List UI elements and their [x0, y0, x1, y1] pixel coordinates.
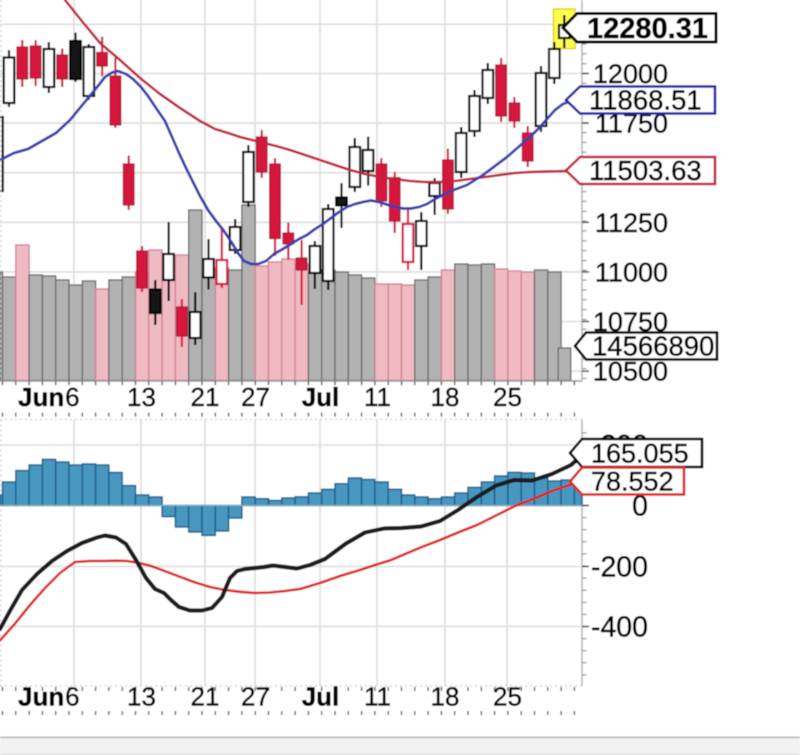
svg-text:6: 6	[65, 682, 79, 712]
svg-text:11503.63: 11503.63	[589, 155, 702, 186]
svg-text:18: 18	[431, 682, 460, 712]
svg-text:18: 18	[431, 382, 460, 412]
svg-text:11: 11	[364, 682, 391, 712]
svg-text:11000: 11000	[595, 257, 668, 287]
svg-text:0: 0	[632, 491, 648, 523]
svg-text:11868.51: 11868.51	[589, 85, 702, 116]
svg-text:25: 25	[493, 382, 522, 412]
svg-text:13: 13	[127, 682, 156, 712]
svg-text:11250: 11250	[595, 208, 668, 238]
svg-text:21: 21	[191, 682, 220, 712]
svg-text:Jun: Jun	[18, 682, 64, 712]
svg-text:Jun: Jun	[18, 382, 64, 412]
svg-text:14566890: 14566890	[592, 331, 714, 362]
svg-text:Jul: Jul	[302, 682, 340, 712]
svg-text:-200: -200	[591, 552, 648, 584]
svg-text:13: 13	[127, 382, 156, 412]
svg-text:-400: -400	[591, 612, 648, 644]
svg-text:27: 27	[241, 382, 270, 412]
svg-text:12000: 12000	[593, 59, 668, 89]
svg-text:Jul: Jul	[302, 382, 340, 412]
svg-text:21: 21	[191, 382, 220, 412]
svg-text:10500: 10500	[593, 357, 668, 387]
svg-text:78.552: 78.552	[591, 466, 674, 496]
svg-text:12280.31: 12280.31	[587, 13, 708, 45]
svg-text:11: 11	[364, 382, 391, 412]
svg-text:27: 27	[241, 682, 270, 712]
svg-text:25: 25	[493, 682, 522, 712]
svg-text:6: 6	[65, 382, 79, 412]
svg-text:165.055: 165.055	[591, 438, 689, 468]
